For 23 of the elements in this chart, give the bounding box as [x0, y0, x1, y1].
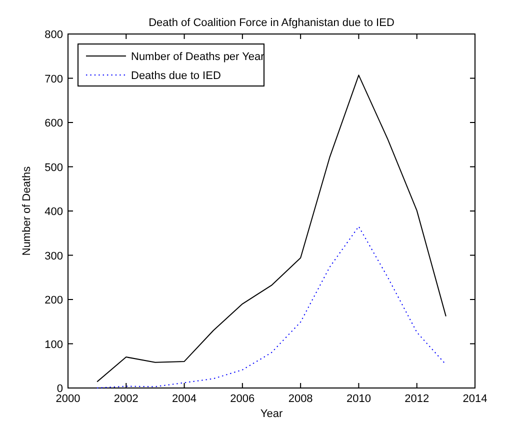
- x-axis-title: Year: [260, 408, 283, 420]
- x-tick-label: 2010: [346, 393, 371, 405]
- y-tick-label: 100: [44, 338, 63, 351]
- y-tick-label: 300: [44, 250, 63, 262]
- chart-title: Death of Coalition Force in Afghanistan due to IED: [148, 17, 394, 29]
- y-tick-label: 200: [44, 294, 63, 306]
- y-tick-label: 800: [44, 29, 63, 41]
- x-tick-label: 2008: [288, 393, 313, 405]
- x-tick-label: 2000: [56, 393, 80, 405]
- x-tick-label: 2006: [230, 393, 255, 405]
- x-tick-label: 2004: [172, 393, 197, 405]
- x-tick-label: 2014: [462, 393, 488, 405]
- x-tick-label: 2002: [114, 393, 138, 405]
- y-tick-label: 600: [44, 118, 63, 130]
- y-tick-label: 500: [44, 162, 63, 174]
- y-axis-title: Number of Deaths: [21, 166, 33, 256]
- y-tick-label: 400: [44, 206, 63, 218]
- line-series: [96, 226, 446, 388]
- legend-label: Deaths due to IED: [131, 70, 221, 82]
- y-tick-label: 700: [44, 73, 63, 86]
- x-tick-label: 2012: [404, 393, 430, 405]
- y-tick-label: 0: [56, 383, 63, 395]
- legend-label: Number of Deaths per Year: [131, 51, 265, 63]
